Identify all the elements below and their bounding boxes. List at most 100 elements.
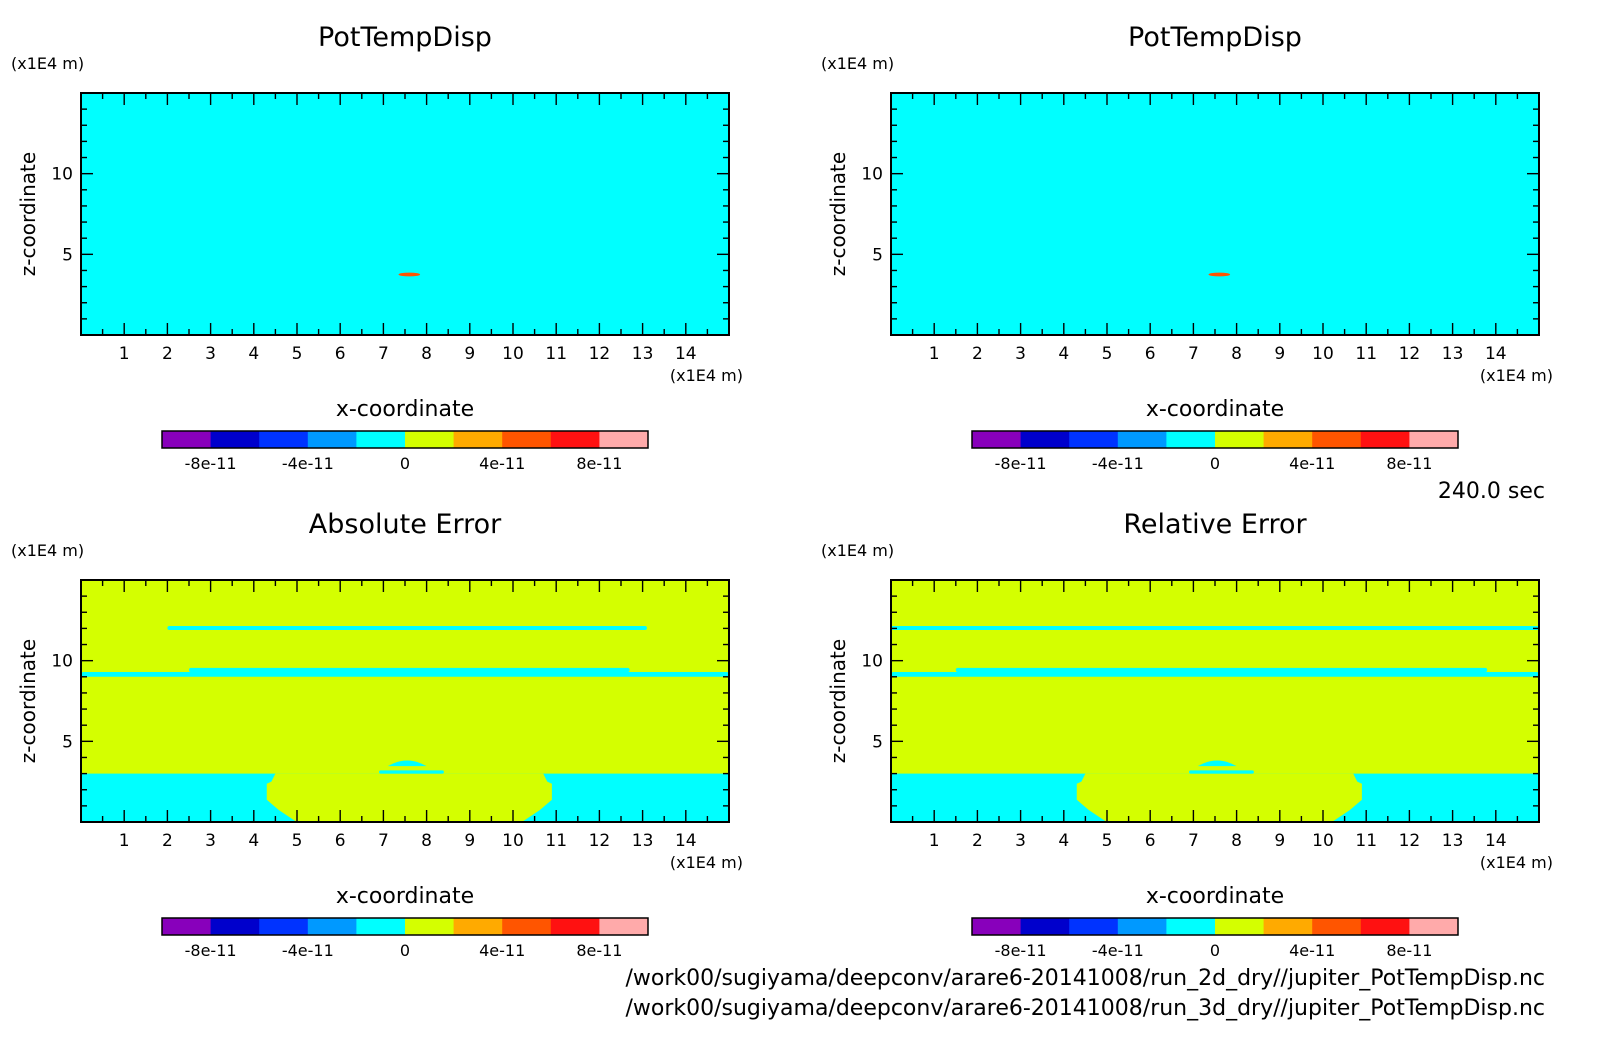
x-tick-label: 8 [421,831,432,851]
colorbar-swatch [1263,918,1313,935]
colorbar-swatch [1069,431,1119,448]
colorbar-swatch [356,431,406,448]
colorbar-swatch [1020,431,1070,448]
colorbar-swatch [1117,918,1167,935]
nonzero-dome [266,773,552,822]
colorbar-swatch [307,431,357,448]
colorbar-swatch [599,431,649,448]
colorbar-swatch [972,918,1022,935]
x-tick-label: 2 [162,831,173,851]
y-axis-label: z-coordinate [826,152,850,276]
x-axis-label: x-coordinate [1146,397,1284,422]
panels-group: PotTempDisp(x1E4 m)1 2 3 4 5 6 7 8 9 10 11 12 13 1451… [11,22,1553,960]
x-tick-label: 12 [589,831,611,851]
heatmap-field [81,93,729,335]
panel-title: Absolute Error [309,509,502,540]
y-tick-label: 10 [51,652,73,672]
x-tick-label: 13 [632,344,654,364]
colorbar-tick-label: 8e-11 [1386,454,1432,473]
nonzero-dome [1076,773,1362,822]
y-axis-label: z-coordinate [16,639,40,763]
heatmap-field [891,580,1539,822]
x-tick-label: 7 [378,344,389,364]
y-axis-label: z-coordinate [16,152,40,276]
x-tick-label: 2 [972,831,983,851]
x-unit-label: (x1E4 m) [1480,853,1553,872]
x-axis-label: x-coordinate [336,397,474,422]
x-tick-label: 6 [1145,344,1156,364]
y-tick-label: 5 [872,245,883,265]
x-tick-label: 7 [1188,344,1199,364]
colorbar-swatch [453,431,503,448]
colorbar-swatch [972,431,1022,448]
x-tick-label: 11 [545,831,567,851]
heatmap-field [81,580,729,822]
colorbar-swatch [1117,431,1167,448]
zero-band [189,667,630,672]
colorbar-tick-label: 8e-11 [576,941,622,960]
colorbar-swatch [1215,431,1265,448]
colorbar-tick-label: 4e-11 [479,454,525,473]
colorbar-swatch [405,431,455,448]
x-tick-label: 1 [929,831,940,851]
colorbar-tick-label: 0 [400,941,410,960]
x-tick-label: 5 [1102,831,1113,851]
x-tick-label: 3 [1015,344,1026,364]
colorbar-tick-label: 8e-11 [576,454,622,473]
x-tick-label: 9 [1274,831,1285,851]
y-tick-label: 10 [861,165,883,185]
zero-band [1189,770,1254,774]
y-unit-label: (x1E4 m) [821,541,894,560]
x-tick-label: 3 [205,831,216,851]
panel-3: Absolute Error(x1E4 m)1 2 3 4 5 6 7 8 9 10 11 12 13 1… [11,509,743,960]
x-tick-label: 10 [1312,831,1334,851]
colorbar-tick-label: 0 [1210,454,1220,473]
colorbar: -8e-11 -4e-11 0 4e-11 8e-11 [971,430,1459,473]
colorbar-tick-label: 0 [400,454,410,473]
colorbar-swatch [210,918,260,935]
colorbar-swatch [259,431,309,448]
x-tick-label: 6 [335,831,346,851]
x-tick-label: 10 [502,831,524,851]
panel-4: Relative Error(x1E4 m)1 2 3 4 5 6 7 8 9 10 11 12 13 1… [821,509,1553,960]
x-axis-label: x-coordinate [1146,884,1284,909]
colorbar-tick-label: -8e-11 [185,454,237,473]
x-tick-label: 4 [248,344,259,364]
colorbar-swatch [259,918,309,935]
colorbar-tick-label: -8e-11 [185,941,237,960]
x-tick-label: 4 [248,831,259,851]
colorbar-tick-label: 8e-11 [1386,941,1432,960]
x-tick-label: 11 [545,344,567,364]
y-unit-label: (x1E4 m) [11,54,84,73]
colorbar-swatch [1069,918,1119,935]
x-tick-label: 1 [119,831,130,851]
colorbar-swatch [1166,918,1216,935]
x-tick-label: 11 [1355,831,1377,851]
colorbar-swatch [550,431,600,448]
colorbar-swatch [356,918,406,935]
x-tick-label: 1 [119,344,130,364]
panel-title: Relative Error [1123,509,1307,540]
x-tick-label: 12 [1399,344,1421,364]
y-tick-label: 5 [62,732,73,752]
x-tick-label: 13 [632,831,654,851]
colorbar-tick-label: -4e-11 [282,454,334,473]
colorbar-tick-label: -8e-11 [995,454,1047,473]
heatmap-background [81,93,729,335]
x-tick-label: 5 [292,831,303,851]
colorbar-tick-label: 4e-11 [479,941,525,960]
time-label: 240.0 sec [1438,479,1545,504]
x-tick-label: 10 [1312,344,1334,364]
x-tick-label: 9 [1274,344,1285,364]
x-tick-label: 11 [1355,344,1377,364]
colorbar-frame [971,430,1459,449]
colorbar-swatch [1166,431,1216,448]
colorbar-swatch [405,918,455,935]
y-unit-label: (x1E4 m) [11,541,84,560]
panel-1: PotTempDisp(x1E4 m)1 2 3 4 5 6 7 8 9 10 11 12 13 1451… [11,22,743,473]
zero-band [81,671,729,677]
x-tick-label: 10 [502,344,524,364]
x-tick-label: 8 [1231,344,1242,364]
colorbar-tick-label: -4e-11 [282,941,334,960]
x-tick-label: 7 [1188,831,1199,851]
